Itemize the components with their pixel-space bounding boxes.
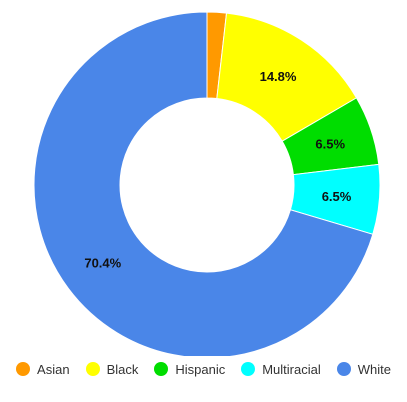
data-label-hispanic: 6.5% bbox=[315, 137, 345, 152]
legend-label-hispanic: Hispanic bbox=[175, 361, 226, 377]
slice-white[interactable] bbox=[33, 11, 374, 356]
legend: Asian Black Hispanic Multiracial White bbox=[0, 356, 407, 382]
data-label-multiracial: 6.5% bbox=[322, 189, 352, 204]
legend-swatch-asian bbox=[16, 362, 31, 376]
legend-swatch-hispanic bbox=[154, 362, 169, 376]
legend-item-asian[interactable]: Asian bbox=[16, 362, 70, 377]
donut-chart: 14.8% 6.5% 6.5% 70.4% bbox=[33, 11, 381, 356]
legend-label-multiracial: Multiracial bbox=[262, 361, 321, 377]
legend-item-white[interactable]: White bbox=[336, 361, 391, 377]
legend-item-multiracial[interactable]: Multiracial bbox=[241, 362, 321, 377]
legend-item-hispanic[interactable]: Hispanic bbox=[154, 362, 225, 377]
data-label-white: 70.4% bbox=[84, 256, 121, 271]
legend-label-asian: Asian bbox=[37, 361, 70, 377]
data-label-black: 14.8% bbox=[260, 69, 297, 84]
legend-swatch-black bbox=[85, 362, 100, 376]
legend-swatch-multiracial bbox=[241, 362, 256, 376]
legend-item-black[interactable]: Black bbox=[85, 361, 139, 377]
legend-label-white: White bbox=[357, 361, 391, 377]
legend-swatch-white bbox=[336, 362, 351, 376]
legend-label-black: Black bbox=[106, 361, 139, 377]
